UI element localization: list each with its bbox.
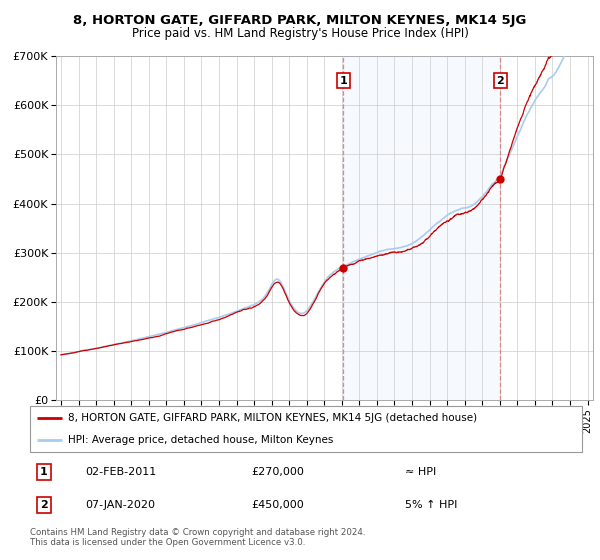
Text: 5% ↑ HPI: 5% ↑ HPI (406, 500, 458, 510)
Text: £450,000: £450,000 (251, 500, 304, 510)
Text: £270,000: £270,000 (251, 466, 304, 477)
Text: ≈ HPI: ≈ HPI (406, 466, 437, 477)
Bar (343, 56, 500, 400)
Text: Contains HM Land Registry data © Crown copyright and database right 2024.: Contains HM Land Registry data © Crown c… (30, 528, 365, 536)
Text: 8, HORTON GATE, GIFFARD PARK, MILTON KEYNES, MK14 5JG: 8, HORTON GATE, GIFFARD PARK, MILTON KEY… (73, 14, 527, 27)
Text: 1: 1 (40, 466, 47, 477)
Text: 2: 2 (496, 76, 504, 86)
Text: This data is licensed under the Open Government Licence v3.0.: This data is licensed under the Open Gov… (30, 538, 305, 547)
Text: 02-FEB-2011: 02-FEB-2011 (85, 466, 157, 477)
Text: HPI: Average price, detached house, Milton Keynes: HPI: Average price, detached house, Milt… (68, 435, 333, 445)
Text: 1: 1 (340, 76, 347, 86)
FancyBboxPatch shape (30, 406, 582, 452)
Text: 8, HORTON GATE, GIFFARD PARK, MILTON KEYNES, MK14 5JG (detached house): 8, HORTON GATE, GIFFARD PARK, MILTON KEY… (68, 413, 476, 423)
Text: Price paid vs. HM Land Registry's House Price Index (HPI): Price paid vs. HM Land Registry's House … (131, 27, 469, 40)
Text: 2: 2 (40, 500, 47, 510)
Text: 07-JAN-2020: 07-JAN-2020 (85, 500, 155, 510)
